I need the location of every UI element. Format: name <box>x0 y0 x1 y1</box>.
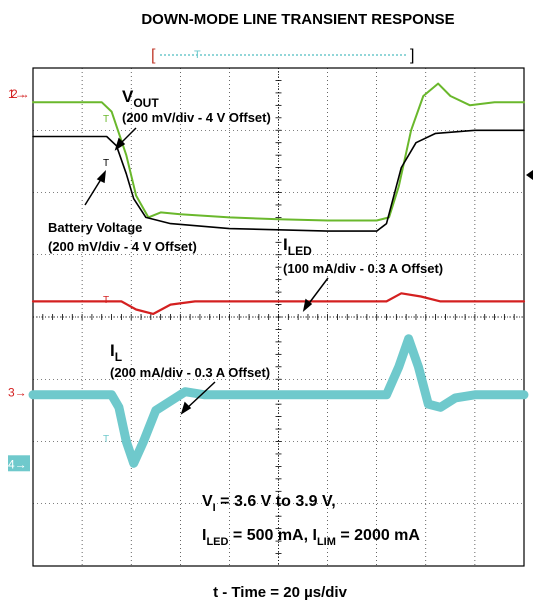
svg-text:T: T <box>103 295 109 306</box>
trace-battery-voltage <box>32 129 525 232</box>
il-label: IL <box>110 341 122 364</box>
trigger-ticks: T T T T <box>103 114 109 445</box>
channel-4-marker-bg <box>8 455 30 472</box>
scope-grid <box>32 67 525 567</box>
chart-title: DOWN-MODE LINE TRANSIENT RESPONSE <box>141 11 454 28</box>
trigger-position-bar: [ T ] <box>151 47 414 64</box>
iled-label: ILED <box>283 235 312 258</box>
traces <box>28 82 529 468</box>
trace-vout <box>32 82 525 222</box>
channel-4-marker: 4→ <box>8 457 27 471</box>
condition-iled-ilim: ILED = 500 mA, ILIM = 2000 mA <box>202 527 420 548</box>
il-scale: (200 mA/div - 0.3 A Offset) <box>110 365 270 380</box>
condition-vi: VI = 3.6 V to 3.9 V, <box>202 493 336 514</box>
svg-text:T: T <box>103 114 109 125</box>
svg-text:T: T <box>194 49 201 61</box>
iled-scale: (100 mA/div - 0.3 A Offset) <box>283 261 443 276</box>
vout-scale: (200 mV/div - 4 V Offset) <box>122 110 271 125</box>
battery-scale: (200 mV/div - 4 V Offset) <box>48 239 197 254</box>
trace-il <box>28 334 529 468</box>
trace-iled <box>31 292 526 315</box>
trigger-level-arrow <box>526 170 533 180</box>
annotation-arrows <box>84 127 329 415</box>
vout-label: VOUT <box>122 87 159 110</box>
channel-2-marker: 2→ <box>11 87 30 101</box>
svg-text:T: T <box>103 158 109 169</box>
channel-3-marker: 3→ <box>8 386 27 400</box>
svg-text:]: ] <box>410 47 414 64</box>
channel-1-marker: 1→ <box>8 87 27 101</box>
channel-markers: 1→2→ 3→ 4→ <box>8 87 30 472</box>
svg-text:T: T <box>103 434 109 445</box>
svg-text:[: [ <box>151 47 156 64</box>
battery-label: Battery Voltage <box>48 220 142 235</box>
x-axis-label: t - Time = 20 µs/div <box>213 584 347 601</box>
